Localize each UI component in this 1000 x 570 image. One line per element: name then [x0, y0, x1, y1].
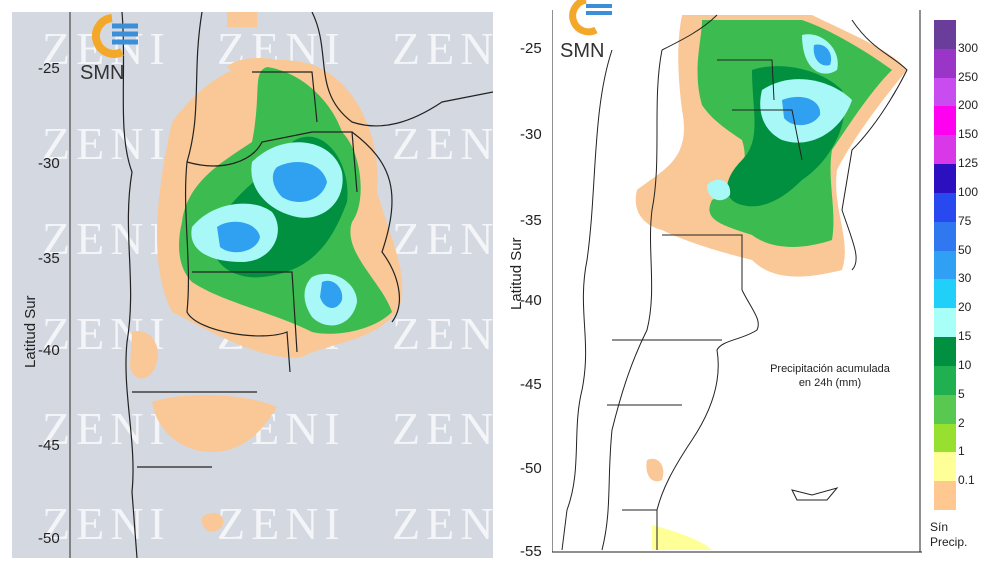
no-precip-line-2: Precip.: [930, 535, 968, 549]
right-precipitation-map: [552, 10, 922, 553]
legend-label: 30: [958, 271, 972, 286]
right-y-axis-label: Latitud Sur: [508, 237, 525, 310]
right-y-tick: -55: [520, 543, 542, 560]
legend-swatch: [934, 77, 956, 107]
legend-label: 125: [958, 156, 979, 171]
legend-swatch: [934, 423, 956, 453]
watermark-text: ZENI: [392, 403, 493, 454]
left-y-tick: -50: [38, 530, 60, 547]
legend-swatch: [934, 452, 956, 482]
watermark-text: ZENI: [392, 308, 493, 359]
left-y-tick: -25: [38, 60, 60, 77]
watermark-text: ZENI: [392, 118, 493, 169]
watermark-text: ZENI: [392, 213, 493, 264]
smn-logo-text: SMN: [80, 62, 125, 84]
right-y-tick: -45: [520, 376, 542, 393]
right-y-tick: -50: [520, 460, 542, 477]
right-y-tick: -35: [520, 212, 542, 229]
watermark-text: ZENI: [42, 213, 171, 264]
legend-label: 50: [958, 242, 972, 257]
legend-swatch: [934, 48, 956, 79]
no-precip-label: Sín Precip.: [930, 520, 967, 550]
note-line-1: Precipitación acumulada: [770, 363, 890, 375]
left-y-tick: -40: [38, 342, 60, 359]
legend-swatch: [934, 164, 956, 194]
right-y-tick: -30: [520, 126, 542, 143]
right-y-tick: -25: [520, 40, 542, 57]
legend-label: 100: [958, 184, 979, 199]
watermark-text: ZENI: [42, 498, 171, 549]
left-map-shapes: [69, 12, 493, 558]
smn-logo-icon: [569, 0, 612, 36]
precip-blue: [782, 44, 832, 126]
province-borders: [121, 12, 493, 558]
smn-logo-text: SMN: [560, 40, 605, 62]
legend-label: 300: [958, 40, 979, 55]
legend-label: 10: [958, 357, 972, 372]
country-borders: [561, 14, 908, 551]
legend-swatch: [934, 192, 956, 223]
left-precipitation-map: ZENI ZENI ZENI ZENI ZENI ZENI ZENI ZENI ZENI ZENI…: [12, 12, 493, 558]
smn-logo-icon: [92, 14, 138, 58]
legend-label: 2: [958, 415, 965, 430]
legend-swatch: [934, 20, 956, 50]
legend-label: 0.1: [958, 473, 975, 488]
no-precip-line-1: Sín: [930, 520, 949, 534]
legend-swatch: [934, 135, 956, 165]
legend-label: 250: [958, 69, 979, 84]
legend-swatch: [934, 337, 956, 367]
note-line-2: en 24h (mm): [798, 377, 862, 389]
legend-label: 200: [958, 98, 979, 113]
legend-label: 20: [958, 300, 972, 315]
watermark-text: ZENI: [392, 498, 493, 549]
legend-label: 15: [958, 329, 972, 344]
legend-swatch: [934, 250, 956, 280]
watermark-text: ZENI: [392, 23, 493, 74]
left-y-tick: -30: [38, 155, 60, 172]
left-y-axis-label: Latitud Sur: [22, 295, 39, 368]
watermark-text: ZENI: [217, 498, 346, 549]
legend-swatch: [934, 394, 956, 425]
legend-label: 150: [958, 127, 979, 142]
legend-swatch: [934, 221, 956, 252]
watermark-text: ZENI: [42, 118, 171, 169]
precipitation-note: Precipitación acumulada en 24h (mm): [740, 362, 920, 390]
right-y-tick: -40: [520, 292, 542, 309]
legend-swatch: [934, 106, 956, 136]
legend-label: 5: [958, 386, 965, 401]
legend-swatch: [934, 279, 956, 309]
legend-label: 75: [958, 213, 972, 228]
legend-swatch: [934, 481, 956, 511]
left-y-tick: -45: [38, 437, 60, 454]
legend-label: 1: [958, 444, 965, 459]
legend-swatch: [934, 308, 956, 338]
left-y-tick: -35: [38, 250, 60, 267]
precip-blue: [217, 162, 343, 308]
legend-swatch: [934, 365, 956, 396]
watermark-text: ZENI: [42, 403, 171, 454]
